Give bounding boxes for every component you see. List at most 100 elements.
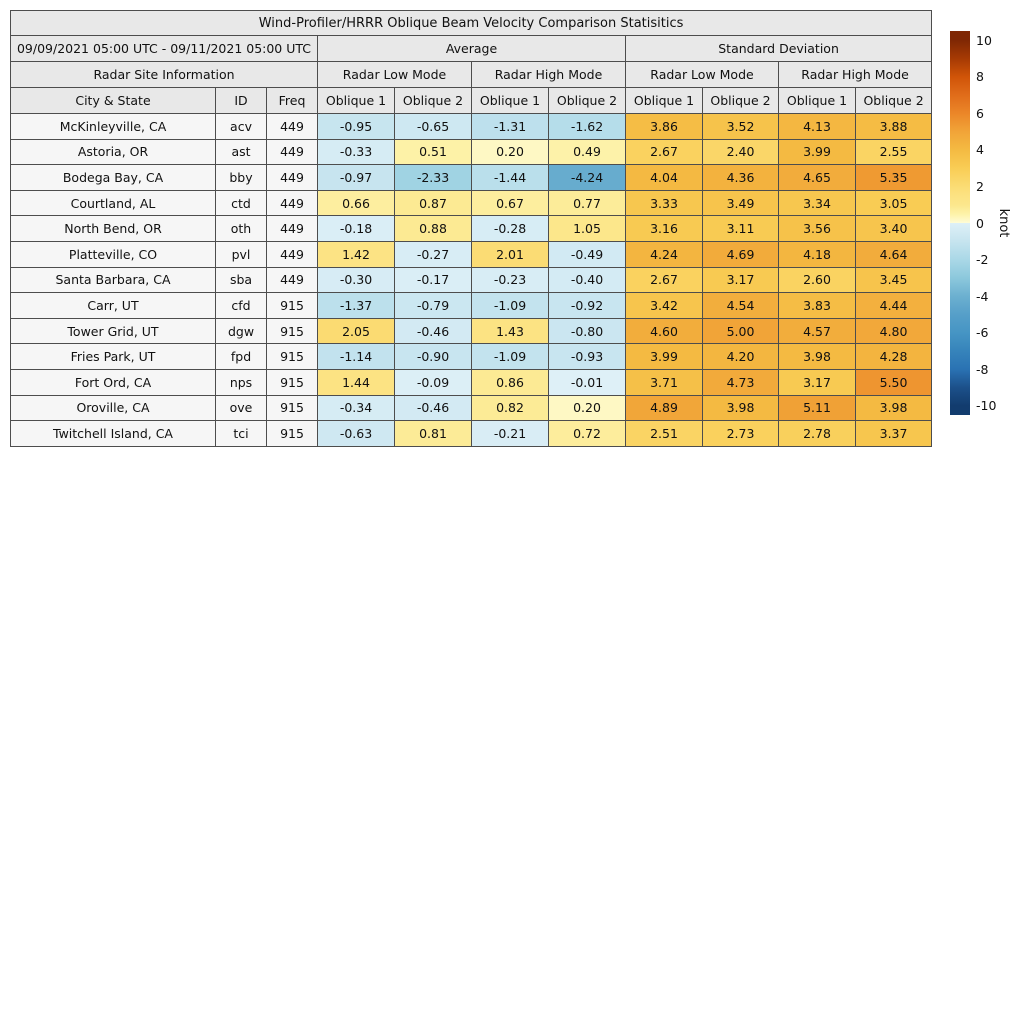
value-cell: -0.23	[471, 266, 549, 294]
group-header-cell: Standard Deviation	[624, 35, 933, 62]
freq-cell: 915	[266, 420, 318, 447]
group-header-row: 09/09/2021 05:00 UTC - 09/11/2021 05:00 …	[10, 35, 933, 62]
value-cell: -1.62	[548, 113, 626, 140]
value-cell: 4.28	[854, 343, 933, 370]
column-header-cell: Oblique 1	[778, 87, 856, 114]
value-cell: 4.24	[625, 240, 703, 268]
value-cell: 4.64	[854, 240, 933, 268]
value-cell: 2.67	[625, 138, 703, 166]
value-cell: 4.65	[778, 164, 856, 191]
value-cell: -0.80	[548, 317, 626, 345]
value-cell: 5.11	[778, 394, 856, 422]
value-cell: 4.80	[854, 317, 933, 345]
column-header-cell: Oblique 2	[854, 87, 933, 114]
period-cell: 09/09/2021 05:00 UTC - 09/11/2021 05:00 …	[10, 35, 318, 62]
value-cell: 4.18	[778, 240, 856, 268]
value-cell: 2.40	[702, 138, 779, 166]
value-cell: 4.73	[702, 368, 779, 396]
value-cell: -0.97	[317, 164, 395, 191]
table-row: Twitchell Island, CA tci 915 -0.63 0.81 -0.21…	[10, 420, 933, 447]
table-row: Fries Park, UT fpd 915 -1.14 -0.90 -1.09 -0.93…	[10, 343, 933, 370]
table-row: Courtland, AL ctd 449 0.66 0.87 0.67 0.77 3.33 3…	[10, 189, 933, 217]
freq-cell: 449	[266, 240, 318, 268]
city-cell: Santa Barbara, CA	[10, 266, 216, 294]
value-cell: 3.37	[854, 420, 933, 447]
value-cell: 2.67	[625, 266, 703, 294]
table-row: Carr, UT cfd 915 -1.37 -0.79 -1.09 -0.92 3.42 4.…	[10, 292, 933, 319]
value-cell: 0.77	[548, 189, 626, 217]
value-cell: 3.99	[625, 343, 703, 370]
value-cell: 0.66	[317, 189, 395, 217]
colorbar-tick-label: -6	[976, 325, 989, 341]
value-cell: -0.01	[548, 368, 626, 396]
column-header-cell: Oblique 1	[471, 87, 549, 114]
value-cell: -0.49	[548, 240, 626, 268]
value-cell: 4.54	[702, 292, 779, 319]
city-cell: North Bend, OR	[10, 215, 216, 242]
value-cell: 3.98	[854, 394, 933, 422]
value-cell: -2.33	[394, 164, 472, 191]
freq-cell: 915	[266, 317, 318, 345]
value-cell: -0.40	[548, 266, 626, 294]
value-cell: 0.86	[471, 368, 549, 396]
value-cell: 3.86	[625, 113, 703, 140]
value-cell: -0.33	[317, 138, 395, 166]
site-id-cell: nps	[215, 368, 267, 396]
value-cell: 0.51	[394, 138, 472, 166]
value-cell: 0.49	[548, 138, 626, 166]
colorbar-tick-label: 10	[976, 32, 992, 48]
column-header-cell: Oblique 2	[702, 87, 779, 114]
freq-cell: 449	[266, 138, 318, 166]
mode-header-cell: Radar High Mode	[471, 61, 626, 88]
city-cell: Tower Grid, UT	[10, 317, 216, 345]
value-cell: 4.20	[702, 343, 779, 370]
freq-cell: 915	[266, 343, 318, 370]
value-cell: -1.44	[471, 164, 549, 191]
value-cell: 3.98	[778, 343, 856, 370]
value-cell: -0.18	[317, 215, 395, 242]
value-cell: 3.33	[625, 189, 703, 217]
colorbar: 10 8 6 4 2 0 -2 -4 -6 -8 -10 knot	[950, 31, 1024, 415]
colorbar-tick-label: -4	[976, 288, 989, 304]
colorbar-axis-label: knot	[996, 208, 1011, 238]
value-cell: 4.57	[778, 317, 856, 345]
site-id-cell: bby	[215, 164, 267, 191]
value-cell: 3.56	[778, 215, 856, 242]
column-header-cell: City & State	[10, 87, 216, 114]
value-cell: 2.60	[778, 266, 856, 294]
value-cell: -1.14	[317, 343, 395, 370]
city-cell: Twitchell Island, CA	[10, 420, 216, 447]
column-header-row: City & State ID Freq Oblique 1 Oblique 2 Obli…	[10, 87, 933, 114]
value-cell: 0.20	[548, 394, 626, 422]
freq-cell: 915	[266, 368, 318, 396]
value-cell: 2.05	[317, 317, 395, 345]
value-cell: 5.35	[854, 164, 933, 191]
value-cell: -0.93	[548, 343, 626, 370]
city-cell: Courtland, AL	[10, 189, 216, 217]
value-cell: 3.71	[625, 368, 703, 396]
value-cell: 3.88	[854, 113, 933, 140]
value-cell: 3.99	[778, 138, 856, 166]
value-cell: 3.40	[854, 215, 933, 242]
freq-cell: 449	[266, 164, 318, 191]
value-cell: -0.34	[317, 394, 395, 422]
value-cell: 1.43	[471, 317, 549, 345]
column-header-cell: Oblique 2	[394, 87, 472, 114]
column-header-cell: Freq	[266, 87, 318, 114]
site-id-cell: sba	[215, 266, 267, 294]
colorbar-gradient	[950, 31, 970, 415]
mode-header-row: Radar Site Information Radar Low Mode Rada…	[10, 61, 933, 88]
colorbar-tick-label: 6	[976, 105, 984, 121]
table-row: Bodega Bay, CA bby 449 -0.97 -2.33 -1.44 -4.24…	[10, 164, 933, 191]
value-cell: -0.09	[394, 368, 472, 396]
value-cell: 2.51	[625, 420, 703, 447]
value-cell: -1.09	[471, 343, 549, 370]
value-cell: -1.37	[317, 292, 395, 319]
table-row: Fort Ord, CA nps 915 1.44 -0.09 0.86 -0.01 3.71…	[10, 368, 933, 396]
freq-cell: 449	[266, 215, 318, 242]
column-header-cell: ID	[215, 87, 267, 114]
value-cell: -0.21	[471, 420, 549, 447]
value-cell: -0.79	[394, 292, 472, 319]
value-cell: -1.31	[471, 113, 549, 140]
